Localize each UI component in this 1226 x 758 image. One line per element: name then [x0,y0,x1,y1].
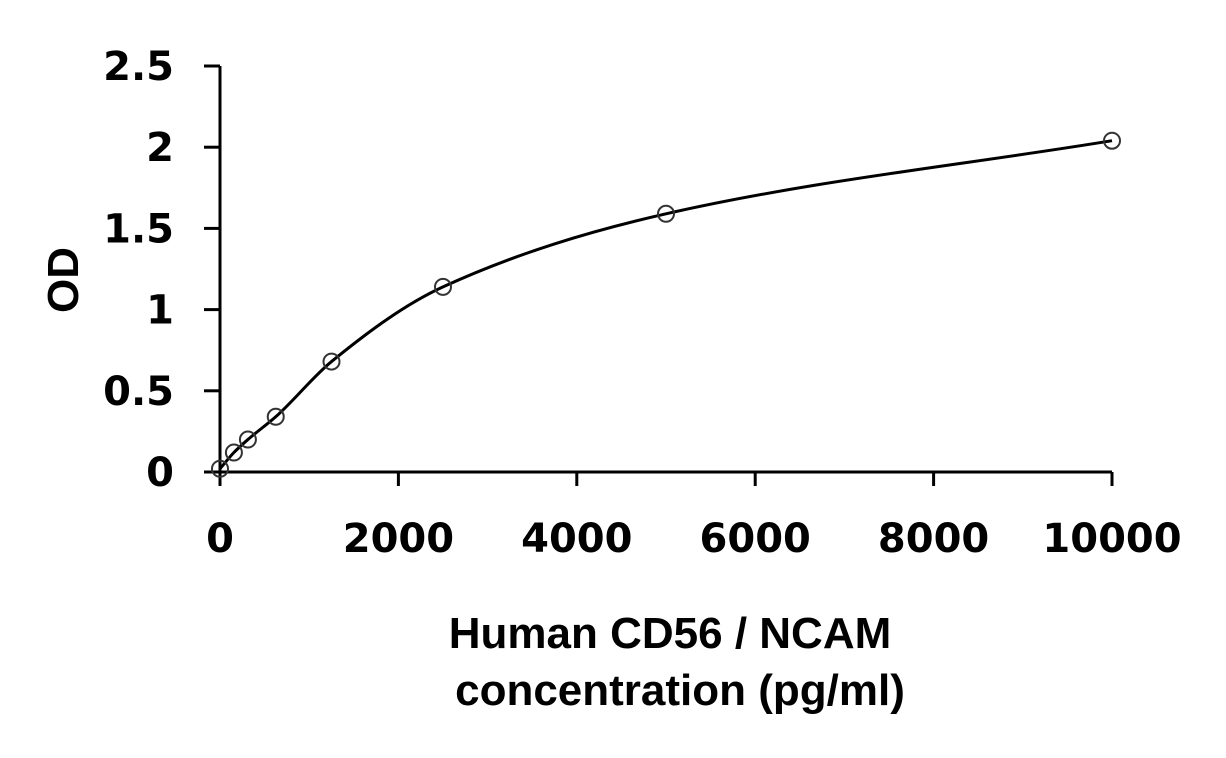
y-ticks: 0 0.5 1 1.5 2 2.5 [103,44,220,496]
x-tick-label: 0 [206,516,234,562]
x-tick-label: 6000 [700,516,811,562]
data-point [224,443,243,462]
x-axis-title-line-2: concentration (pg/ml) [455,666,905,715]
data-point [211,459,229,478]
x-ticks: 0 2000 4000 6000 8000 10000 [206,472,1182,562]
x-axis-title-line-1: Human CD56 / NCAM [449,609,892,658]
y-tick-label: 2 [146,125,174,171]
y-tick-label: 0.5 [103,369,174,415]
data-points [211,131,1121,478]
x-tick-label: 2000 [343,516,454,562]
x-tick-label: 10000 [1042,516,1181,562]
y-tick-label: 1 [146,288,174,334]
y-tick-label: 0 [146,450,174,496]
y-axis-title: OD [39,247,88,313]
x-tick-label: 8000 [878,516,989,562]
x-tick-label: 4000 [521,516,632,562]
data-point [1103,131,1121,150]
data-point [657,204,675,223]
data-point [238,430,257,449]
data-point [322,352,341,371]
y-tick-label: 2.5 [103,44,174,90]
data-point [434,277,452,296]
fit-curve [218,139,1113,470]
axes [218,66,1112,474]
y-tick-label: 1.5 [103,206,174,252]
data-point [266,407,285,426]
